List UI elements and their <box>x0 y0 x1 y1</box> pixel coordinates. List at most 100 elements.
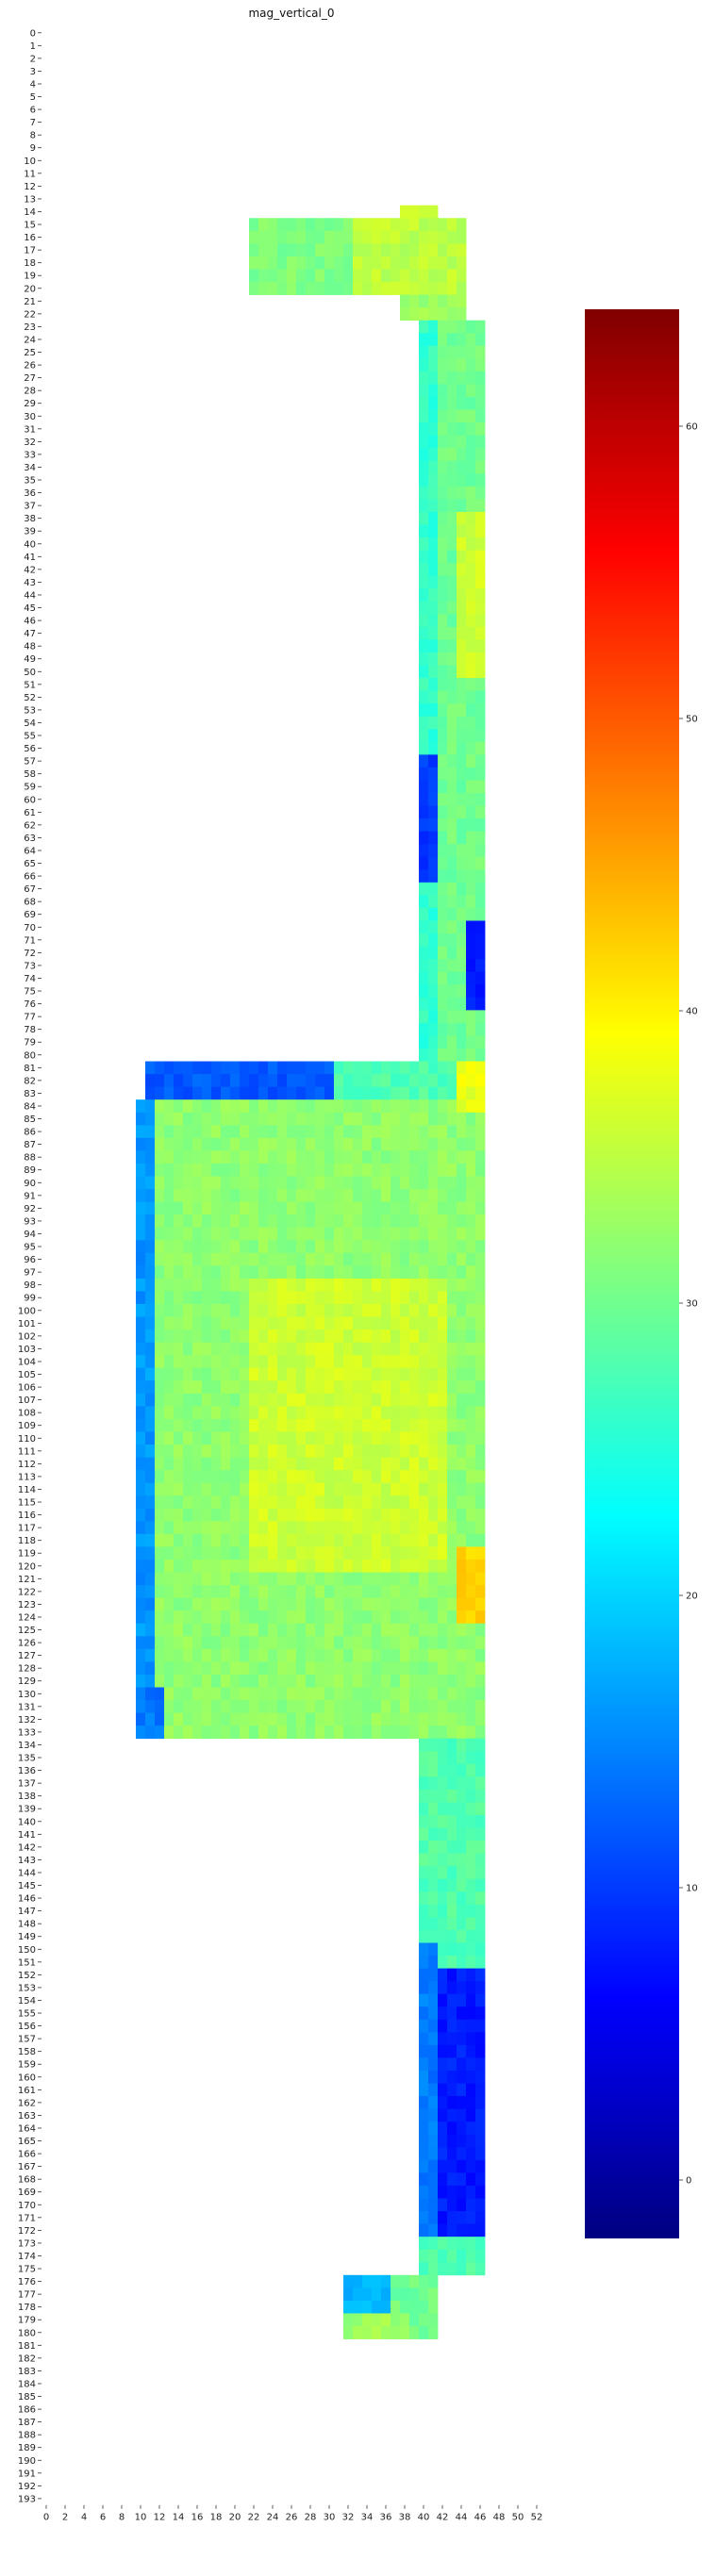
heatmap-cell <box>466 703 476 718</box>
heatmap-cell <box>457 371 467 385</box>
heatmap-cell <box>419 614 429 628</box>
heatmap-cell <box>183 1533 193 1547</box>
heatmap-cell <box>447 754 457 768</box>
heatmap-cell <box>202 1726 212 1740</box>
heatmap-cell <box>428 1572 439 1586</box>
heatmap-cell <box>306 1457 316 1471</box>
heatmap-cell <box>277 1252 288 1266</box>
heatmap-cell <box>211 1112 222 1126</box>
heatmap-cell <box>438 1137 448 1151</box>
heatmap-cell <box>466 1993 476 2007</box>
heatmap-cell <box>192 1495 203 1510</box>
heatmap-cell <box>230 1125 241 1139</box>
heatmap-cell <box>287 1355 297 1369</box>
y-tick-label: 41 <box>24 553 36 563</box>
heatmap-cell <box>306 1495 316 1510</box>
heatmap-cell <box>268 1316 278 1330</box>
heatmap-cell <box>391 1316 401 1330</box>
heatmap-cell <box>249 1406 259 1420</box>
heatmap-cell <box>438 946 448 960</box>
heatmap-cell <box>334 1482 344 1496</box>
heatmap-cell <box>268 1355 278 1369</box>
heatmap-cell <box>155 1061 165 1075</box>
heatmap-cell <box>296 1661 307 1676</box>
heatmap-cell <box>457 1445 467 1458</box>
heatmap-cell <box>343 1214 354 1229</box>
heatmap-cell <box>438 1763 448 1777</box>
y-tick-label: 96 <box>24 1255 36 1265</box>
y-tick-label: 177 <box>18 2290 36 2301</box>
heatmap-cell <box>287 1252 297 1266</box>
heatmap-cell <box>221 1585 231 1599</box>
heatmap-cell <box>287 1316 297 1330</box>
heatmap-cell <box>296 1137 307 1151</box>
heatmap-cell <box>174 1176 184 1190</box>
heatmap-cell <box>475 1610 486 1625</box>
heatmap-cell <box>343 1585 354 1599</box>
heatmap-cell <box>221 1712 231 1726</box>
heatmap-cell <box>343 1445 354 1458</box>
heatmap-cell <box>391 282 401 295</box>
heatmap-cell <box>362 1585 373 1599</box>
heatmap-cell <box>164 1137 175 1151</box>
heatmap-cell <box>249 1521 259 1535</box>
heatmap-cell <box>447 1648 457 1662</box>
heatmap-cell <box>324 1726 335 1740</box>
heatmap-cell <box>306 1189 316 1202</box>
heatmap-cell <box>202 1508 212 1522</box>
heatmap-cell <box>447 384 457 398</box>
heatmap-cell <box>428 1904 439 1918</box>
heatmap-cell <box>457 243 467 257</box>
heatmap-cell <box>221 1726 231 1740</box>
heatmap-cell <box>419 2071 429 2084</box>
heatmap-cell <box>466 1610 476 1625</box>
heatmap-cell <box>183 1367 193 1381</box>
heatmap-cell <box>353 269 363 283</box>
heatmap-cell <box>296 1572 307 1586</box>
heatmap-cell <box>428 907 439 921</box>
heatmap-cell <box>362 1278 373 1292</box>
heatmap-cell <box>155 1380 165 1395</box>
heatmap-cell <box>155 1636 165 1650</box>
y-tick-label: 65 <box>24 859 36 869</box>
heatmap-cell <box>457 2198 467 2212</box>
heatmap-cell <box>409 1470 420 1484</box>
heatmap-cell <box>240 1061 250 1075</box>
heatmap-cell <box>192 1585 203 1599</box>
heatmap-cell <box>324 282 335 295</box>
heatmap-cell <box>192 1176 203 1190</box>
heatmap-cell <box>164 1521 175 1535</box>
heatmap-cell <box>221 1214 231 1229</box>
heatmap-cell <box>457 575 467 589</box>
heatmap-cell <box>362 1380 373 1395</box>
y-tick-label: 166 <box>18 2150 36 2160</box>
heatmap-cell <box>192 1086 203 1100</box>
heatmap-cell <box>372 1252 382 1266</box>
heatmap-cell <box>466 1418 476 1432</box>
heatmap-cell <box>136 1201 146 1215</box>
heatmap-cell <box>457 1993 467 2007</box>
heatmap-cell <box>447 1112 457 1126</box>
heatmap-cell <box>287 1610 297 1625</box>
heatmap-cell <box>409 1099 420 1114</box>
heatmap-cell <box>428 371 439 385</box>
heatmap-cell <box>306 1201 316 1215</box>
heatmap-cell <box>400 1648 410 1662</box>
heatmap-cell <box>202 1636 212 1650</box>
heatmap-cell <box>438 2134 448 2148</box>
heatmap-cell <box>419 396 429 410</box>
heatmap-cell <box>428 1623 439 1637</box>
heatmap-cell <box>287 1687 297 1701</box>
heatmap-cell <box>240 1137 250 1151</box>
heatmap-cell <box>475 933 486 947</box>
heatmap-cell <box>258 1201 269 1215</box>
heatmap-cell <box>192 1687 203 1701</box>
heatmap-cell <box>324 1086 335 1100</box>
heatmap-cell <box>419 1099 429 1114</box>
heatmap-cell <box>391 243 401 257</box>
heatmap-cell <box>409 2300 420 2314</box>
y-tick-label: 90 <box>24 1179 36 1189</box>
heatmap-cell <box>475 320 486 334</box>
heatmap-cell <box>372 1445 382 1458</box>
heatmap-cell <box>447 1968 457 1982</box>
